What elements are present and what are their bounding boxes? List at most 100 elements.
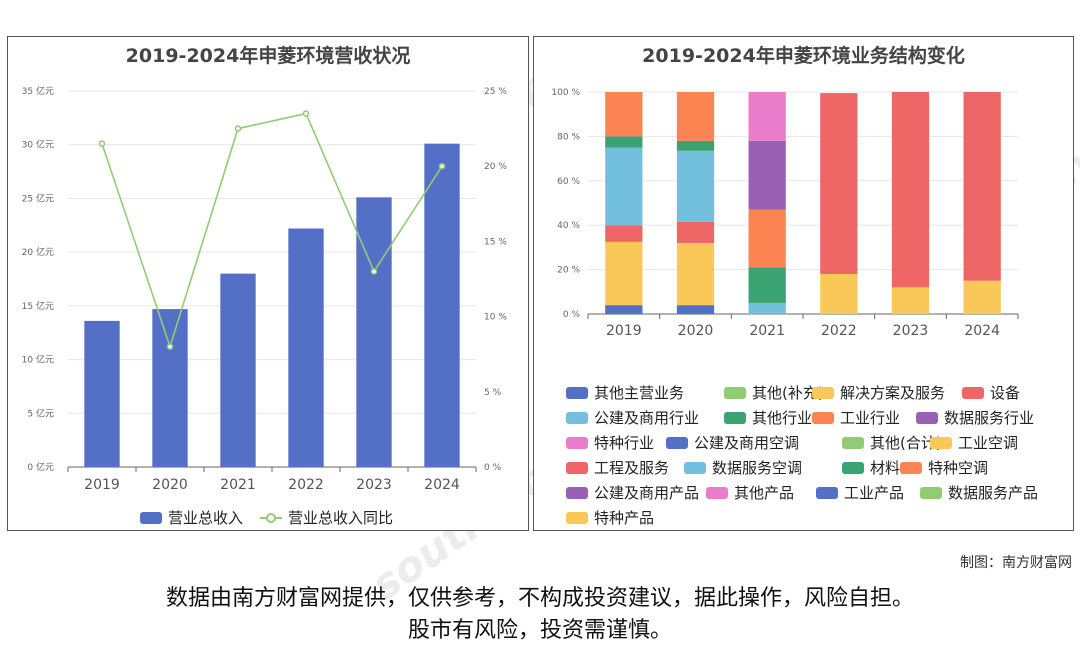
y-tick-label: 35 亿元: [22, 85, 54, 97]
revenue-chart-panel: 2019-2024年申菱环境营收状况 0 亿元 5 亿元 10 亿元 15 亿元 20 …: [7, 36, 529, 531]
stack-segment: [676, 140, 715, 151]
y-tick-label: 60 %: [557, 177, 580, 187]
legend-swatch: [724, 411, 746, 424]
y-tick-label: 40 %: [557, 221, 580, 231]
legend-label: 特种行业: [594, 434, 655, 452]
x-tick-label: 2019: [84, 477, 120, 493]
x-tick-label: 2020: [152, 477, 188, 493]
x-tick-label: 2021: [220, 477, 256, 493]
legend-revenue[interactable]: 营业总收入: [140, 507, 243, 528]
y-tick-label: 10 亿元: [22, 354, 54, 366]
stack-segment: [891, 287, 930, 314]
legend-item[interactable]: 工程及服务: [566, 457, 669, 478]
stack-segment: [605, 225, 643, 242]
yoy-point: [438, 162, 446, 170]
stack-segment: [605, 147, 643, 226]
legend-swatch: [916, 411, 938, 424]
legend-label: 材料: [870, 459, 901, 477]
y-tick-label: 0 亿元: [27, 461, 54, 473]
legend-swatch: [706, 486, 728, 499]
stack-segment: [748, 92, 786, 141]
stack-segment: [676, 221, 715, 243]
legend-item[interactable]: 工业产品: [816, 482, 904, 503]
chart-credit: 制图：南方财富网: [960, 555, 1072, 571]
legend-label: 工业空调: [958, 434, 1019, 452]
legend-item[interactable]: 特种产品: [566, 507, 654, 528]
legend-item[interactable]: 设备: [962, 382, 1020, 403]
y-tick-label: 100 %: [551, 88, 580, 98]
stack-segment: [748, 209, 786, 268]
legend-label: 营业总收入: [168, 509, 244, 527]
stack-segment: [963, 280, 1001, 314]
x-tick-label: 2024: [424, 477, 460, 493]
legend-item[interactable]: 工业空调: [930, 432, 1018, 453]
legend-swatch: [816, 486, 838, 499]
stack-segment: [891, 92, 930, 288]
legend-item[interactable]: 特种空调: [900, 457, 988, 478]
yoy-point: [98, 140, 106, 147]
legend-item[interactable]: 数据服务空调: [684, 457, 802, 478]
x-tick-label: 2019: [606, 323, 642, 339]
legend-item[interactable]: 其他行业: [724, 407, 812, 428]
legend-swatch: [900, 461, 922, 474]
x-tick-label: 2023: [356, 477, 392, 493]
structure-chart-title: 2019-2024年申菱环境业务结构变化: [642, 45, 965, 67]
stack-segment: [820, 93, 858, 275]
legend-item[interactable]: 公建及商用行业: [566, 407, 699, 428]
legend-item[interactable]: 数据服务产品: [920, 482, 1038, 503]
y-tick-label: 5 亿元: [27, 407, 54, 419]
yoy-point: [302, 110, 310, 117]
legend-label: 其他(合计): [870, 434, 942, 452]
stack-segment: [605, 305, 643, 314]
revenue-bar: [356, 197, 392, 467]
legend-item[interactable]: 其他主营业务: [566, 382, 684, 403]
yoy-point: [234, 125, 242, 132]
legend-label: 数据服务产品: [948, 484, 1039, 502]
y-tick-label: 20 %: [557, 266, 580, 276]
y-tick-label: 80 %: [557, 132, 580, 142]
legend-swatch: [666, 436, 688, 449]
x-tick-label: 2024: [964, 323, 1000, 339]
legend-swatch: [930, 436, 952, 449]
legend-swatch: [566, 411, 588, 424]
revenue-bar: [288, 228, 324, 467]
legend-item[interactable]: 特种行业: [566, 432, 654, 453]
legend-swatch: [842, 461, 864, 474]
legend-item[interactable]: 其他(合计): [842, 432, 942, 453]
stack-segment: [820, 274, 858, 314]
legend-yoy[interactable]: 营业总收入同比: [260, 507, 393, 528]
legend-label: 数据服务行业: [944, 409, 1035, 427]
y-tick-label: 20 亿元: [22, 246, 54, 258]
y2-tick-label: 10 %: [484, 313, 507, 323]
disclaimer-line-1: 数据由南方财富网提供，仅供参考，不构成投资建议，据此操作，风险自担。: [165, 586, 914, 611]
legend-swatch: [920, 486, 942, 499]
revenue-bar: [220, 273, 256, 467]
legend-swatch: [962, 386, 984, 399]
legend-item[interactable]: 公建及商用空调: [666, 432, 799, 453]
y2-tick-label: 5 %: [484, 388, 502, 398]
legend-item[interactable]: 解决方案及服务: [812, 382, 945, 403]
revenue-bar: [84, 320, 120, 467]
legend-item[interactable]: 材料: [842, 457, 900, 478]
legend-label: 其他主营业务: [594, 384, 685, 402]
structure-chart-panel: 2019-2024年申菱环境业务结构变化 0 % 20 % 40 % 60 % 80 %…: [533, 36, 1074, 531]
legend-item[interactable]: 工业行业: [812, 407, 900, 428]
legend-item[interactable]: 其他(补充): [724, 382, 824, 403]
legend-label: 工业产品: [844, 484, 905, 502]
revenue-bar: [424, 143, 460, 467]
stack-segment: [748, 267, 786, 303]
legend-swatch: [566, 436, 588, 449]
legend-label: 公建及商用行业: [594, 409, 700, 427]
legend-item[interactable]: 公建及商用产品: [566, 482, 699, 503]
y2-tick-label: 15 %: [484, 237, 507, 247]
legend-label: 营业总收入同比: [288, 509, 394, 527]
legend-item[interactable]: 其他产品: [706, 482, 794, 503]
legend-swatch: [724, 386, 746, 399]
legend-item[interactable]: 数据服务行业: [916, 407, 1034, 428]
structure-chart: 0 % 20 % 40 % 60 % 80 % 100 % 2019 2020 2021 2022…: [551, 88, 1019, 339]
stack-segment: [676, 150, 715, 222]
yoy-point: [370, 268, 378, 275]
revenue-chart: 0 亿元 5 亿元 10 亿元 15 亿元 20 亿元 25 亿元 30 亿元 35 亿元 0 …: [22, 85, 508, 493]
legend-label: 其他行业: [752, 409, 813, 427]
stack-segment: [676, 92, 715, 141]
